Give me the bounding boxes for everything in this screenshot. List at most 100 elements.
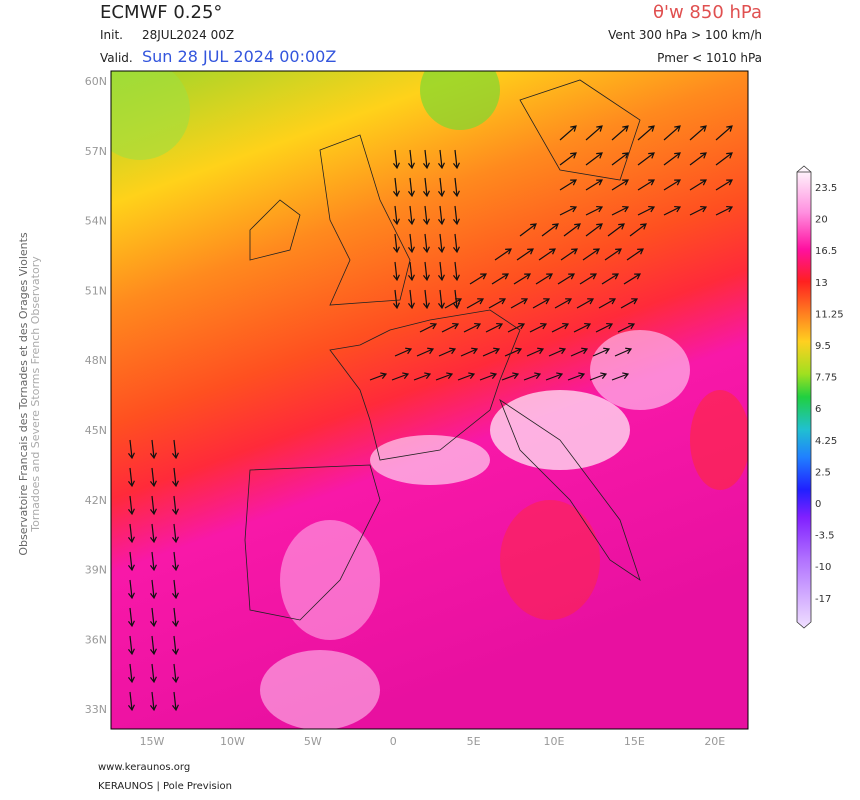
lat-label: 51N xyxy=(85,284,107,297)
wind-arrow xyxy=(407,205,415,226)
wind-arrow xyxy=(551,322,570,333)
wind-arrow xyxy=(573,322,592,333)
wind-arrow xyxy=(149,439,157,460)
wind-arrow xyxy=(529,322,548,333)
lon-label: 5E xyxy=(467,735,481,748)
pressure-label: Pmer < 1010 hPa xyxy=(657,51,762,65)
colorbar-label: 11.25 xyxy=(815,309,844,320)
wind-arrow xyxy=(663,179,681,191)
wind-arrow xyxy=(611,205,630,216)
wind-arrow xyxy=(149,607,157,628)
wind-arrow xyxy=(452,205,460,226)
wind-arrow xyxy=(663,125,681,141)
wind-arrow xyxy=(663,205,682,216)
wind-arrow xyxy=(516,248,534,261)
wind-arrow xyxy=(560,248,578,261)
colorbar-label: 16.5 xyxy=(815,246,837,257)
wind-arrow xyxy=(466,298,485,309)
wind-arrow xyxy=(422,261,430,282)
wind-arrow xyxy=(585,223,603,237)
wind-arrow xyxy=(392,233,400,254)
colorbar-label: -17 xyxy=(815,594,831,605)
wind-arrow xyxy=(604,248,622,261)
wind-arrow xyxy=(171,439,179,460)
wind-arrow xyxy=(582,248,600,261)
wind-arrow xyxy=(617,322,636,333)
wind-arrow xyxy=(523,372,542,381)
wind-arrow xyxy=(422,233,430,254)
wind-arrow xyxy=(614,347,633,357)
wind-arrow xyxy=(127,635,135,656)
wind-arrow xyxy=(663,152,681,166)
wind-arrow xyxy=(171,663,179,684)
lon-label: 0 xyxy=(390,735,397,748)
wind-arrow xyxy=(611,152,629,166)
wind-arrow xyxy=(623,273,641,285)
lat-label: 36N xyxy=(85,633,107,646)
wind-arrow xyxy=(127,467,135,488)
wind-arrow xyxy=(715,205,734,216)
wind-arrow xyxy=(535,273,553,285)
valid-time: Sun 28 JUL 2024 00:00Z xyxy=(142,47,337,66)
wind-arrow xyxy=(149,523,157,544)
wind-arrow xyxy=(149,551,157,572)
wind-arrow xyxy=(437,205,445,226)
wind-arrow xyxy=(620,298,639,309)
wind-arrow xyxy=(469,273,487,285)
wind-arrow xyxy=(689,179,707,191)
wind-arrow xyxy=(127,551,135,572)
wind-arrow xyxy=(149,635,157,656)
lon-label: 10W xyxy=(220,735,245,748)
wind-arrow xyxy=(127,495,135,516)
wind-arrow xyxy=(611,372,630,381)
lon-label: 20E xyxy=(704,735,725,748)
colorbar-label: 20 xyxy=(815,215,828,226)
wind-arrow xyxy=(637,152,655,166)
wind-arrow xyxy=(576,298,595,309)
lat-label: 33N xyxy=(85,703,107,716)
wind-arrow xyxy=(485,322,504,333)
side-text-1: Observatoire Francais des Tornades et de… xyxy=(17,232,30,556)
wind-arrow xyxy=(171,467,179,488)
lon-label: 10E xyxy=(544,735,565,748)
lat-label: 48N xyxy=(85,354,107,367)
wind-arrow xyxy=(444,298,463,309)
wind-arrow xyxy=(392,177,400,198)
wind-arrow xyxy=(519,223,537,237)
colorbar-label: 13 xyxy=(815,278,828,289)
wind-arrow xyxy=(559,205,578,216)
wind-arrow xyxy=(563,223,581,237)
wind-arrow xyxy=(422,177,430,198)
wind-arrow xyxy=(127,691,135,712)
wind-arrow xyxy=(557,273,575,285)
wind-arrow xyxy=(559,152,577,166)
wind-arrow xyxy=(392,149,400,170)
wind-arrow xyxy=(452,177,460,198)
wind-arrow xyxy=(545,372,564,381)
wind-arrow xyxy=(510,298,529,309)
wind-arrow xyxy=(579,273,597,285)
wind-arrow xyxy=(149,467,157,488)
wind-arrow xyxy=(407,233,415,254)
wind-arrow xyxy=(637,179,655,191)
map-field xyxy=(111,71,748,729)
wind-arrow xyxy=(452,233,460,254)
wind-arrow xyxy=(595,322,614,333)
wind-arrow xyxy=(438,347,457,357)
lat-label: 54N xyxy=(85,215,107,228)
wind-arrow xyxy=(548,347,567,357)
wind-arrow xyxy=(598,298,617,309)
wind-arrow xyxy=(541,223,559,237)
wind-arrow xyxy=(637,205,656,216)
wind-arrow xyxy=(611,125,629,141)
wind-arrow xyxy=(127,663,135,684)
wind-arrow xyxy=(689,152,707,166)
wind-arrow xyxy=(149,691,157,712)
wind-arrow xyxy=(422,149,430,170)
wind-arrow xyxy=(554,298,573,309)
wind-arrow xyxy=(127,607,135,628)
lat-label: 39N xyxy=(85,564,107,577)
wind-arrow xyxy=(585,179,603,191)
wind-arrow xyxy=(149,663,157,684)
